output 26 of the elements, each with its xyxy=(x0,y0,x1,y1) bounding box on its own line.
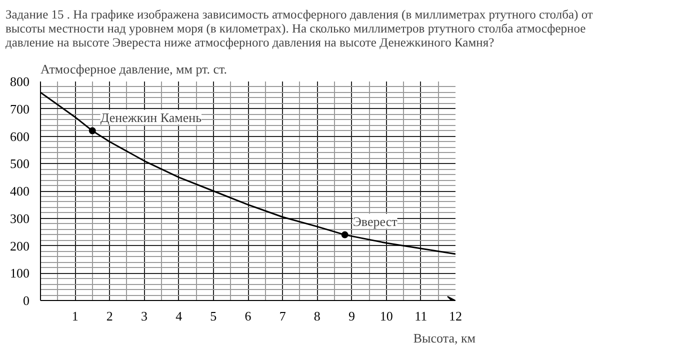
x-axis-title: Высота, км xyxy=(413,330,476,346)
x-tick-label: 1 xyxy=(72,308,78,324)
y-tick-label: 800 xyxy=(10,74,30,89)
x-tick-label: 12 xyxy=(449,308,462,324)
y-tick-label: 400 xyxy=(10,184,30,198)
x-tick-label: 9 xyxy=(348,308,355,324)
y-tick-label: 700 xyxy=(10,101,30,116)
y-axis-title: Атмосферное давление, мм рт. ст. xyxy=(40,62,227,76)
x-tick-label: 4 xyxy=(176,308,183,324)
x-tick-label: 2 xyxy=(106,308,113,324)
y-tick-label: 500 xyxy=(10,156,30,172)
annotation: Эверест xyxy=(352,214,398,229)
x-tick-label: 7 xyxy=(279,308,286,324)
y-tick-label: 0 xyxy=(23,293,30,308)
x-tick-label: 6 xyxy=(244,308,252,324)
x-tick-label: 5 xyxy=(210,308,217,324)
x-tick-label: 8 xyxy=(314,308,320,324)
y-tick-label: 100 xyxy=(10,266,30,281)
y-tick-label: 300 xyxy=(10,210,30,226)
chart-title: Задание 15 . На графике изображена зависимость атмосферного давления (в миллиметрах ртутного столба) от высоты местности над уровнем моря (в километрах). На сколько миллиметров ртутного столба атмосферное давление на высоте Эвереста ниже атмосферного давления на высоте Денежкиного Камня? xyxy=(6,8,594,50)
x-tick-label: 11 xyxy=(414,308,428,324)
x-tick-label: 3 xyxy=(141,308,148,324)
x-tick-label: 10 xyxy=(380,308,393,324)
annotation: Денежкин Камень xyxy=(100,110,202,125)
y-tick-label: 600 xyxy=(10,128,30,144)
y-tick-label: 200 xyxy=(10,238,30,254)
